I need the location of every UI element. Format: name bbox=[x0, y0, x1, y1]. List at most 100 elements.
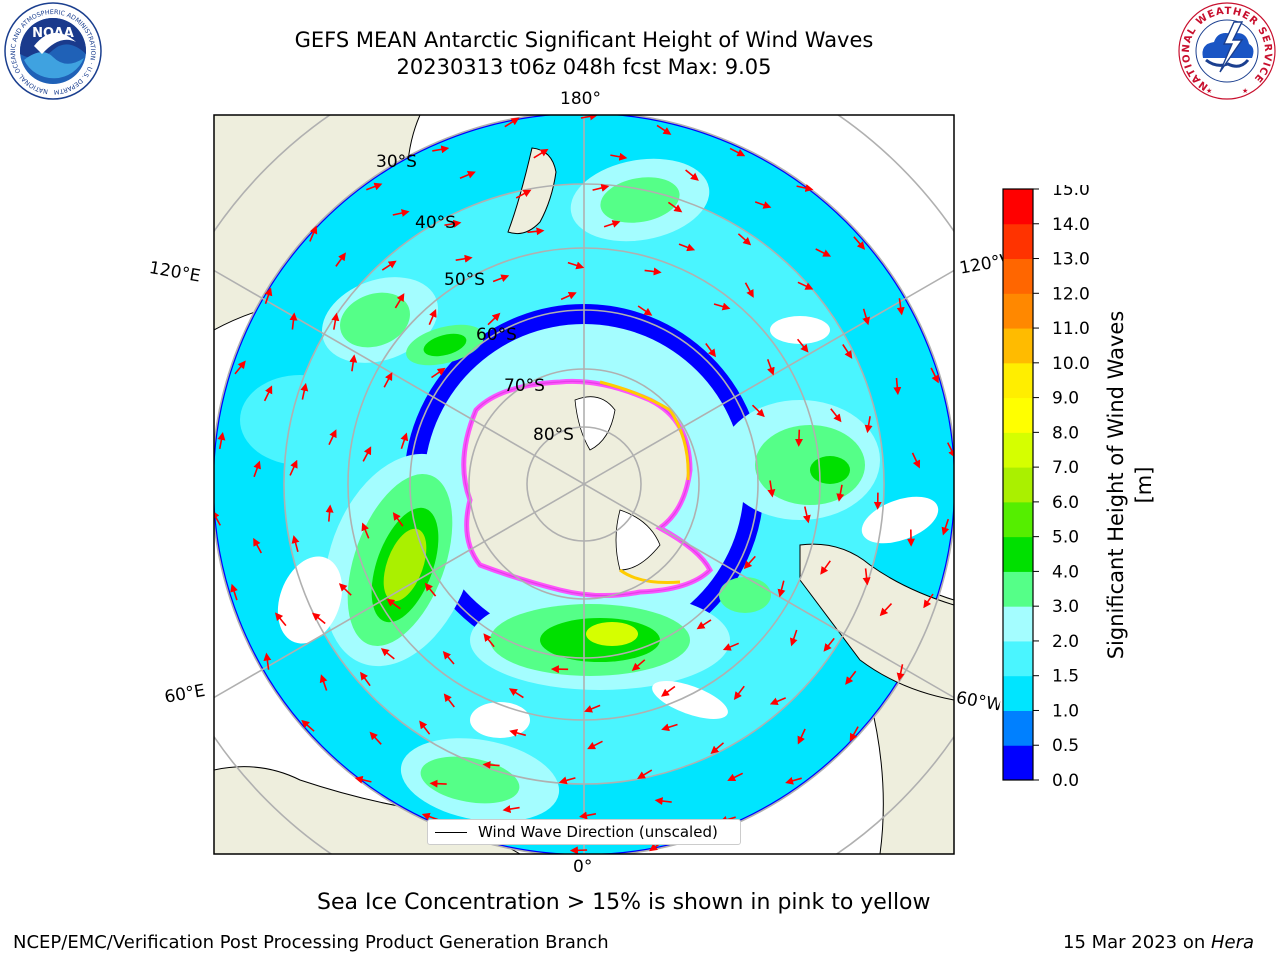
wave-direction-arrow bbox=[941, 518, 950, 536]
legend-line-swatch bbox=[435, 832, 467, 833]
wave-direction-arrow bbox=[263, 385, 273, 402]
wave-direction-arrow bbox=[796, 184, 814, 192]
wave-direction-arrow bbox=[331, 312, 340, 330]
wave-direction-arrow bbox=[733, 685, 745, 700]
wave-direction-arrow bbox=[802, 506, 811, 524]
wave-direction-arrow bbox=[319, 674, 328, 691]
colorbar-label: Significant Height of Wind Waves [m] bbox=[1104, 310, 1156, 660]
map-area bbox=[214, 115, 954, 854]
colorbar-band bbox=[1003, 467, 1033, 503]
wave-direction-arrow bbox=[366, 182, 383, 191]
wave-direction-arrow bbox=[392, 512, 404, 527]
wave-direction-arrow bbox=[797, 728, 806, 745]
chart-title: GEFS MEAN Antarctic Significant Height o… bbox=[294, 28, 874, 52]
sea-ice-high-concentration bbox=[599, 380, 690, 481]
colorbar-band bbox=[1003, 432, 1033, 468]
chart-subtitle: 20230313 t06z 048h fcst Max: 9.05 bbox=[396, 55, 772, 79]
wave-direction-arrow bbox=[394, 293, 405, 309]
weddell-ice-shelf bbox=[615, 509, 661, 571]
wave-direction-arrow bbox=[354, 775, 372, 784]
footer-host: Hera bbox=[1210, 932, 1255, 953]
wave-direction-arrow bbox=[923, 593, 934, 609]
wave-height-area bbox=[755, 425, 865, 505]
wave-height-area bbox=[340, 292, 410, 348]
colorbar-band bbox=[1003, 675, 1033, 711]
noaa-logo: NATIONAL OCEANIC AND ATMOSPHERIC ADMINIS… bbox=[2, 2, 102, 100]
wave-direction-arrow bbox=[504, 117, 520, 128]
wave-direction-arrow bbox=[896, 664, 905, 682]
wave-direction-arrow bbox=[654, 797, 672, 806]
wave-direction-arrow bbox=[311, 612, 326, 625]
svg-text:★: ★ bbox=[1242, 87, 1248, 95]
colorbar-tick-label: 8.0 bbox=[1052, 423, 1079, 443]
wave-direction-arrow bbox=[483, 633, 495, 648]
wave-direction-arrow bbox=[849, 726, 859, 742]
wave-direction-arrow bbox=[678, 243, 696, 252]
wave-direction-arrow bbox=[946, 442, 954, 458]
wave-direction-arrow bbox=[743, 555, 756, 570]
no-wave-area bbox=[652, 681, 728, 719]
nws-logo: NATIONAL WEATHER SERVICE ★ ★ bbox=[1178, 2, 1276, 100]
wave-direction-arrow bbox=[592, 184, 610, 192]
lat-label-30s: 30°S bbox=[376, 152, 417, 172]
map-frame bbox=[213, 114, 955, 855]
colorbar-band bbox=[1003, 258, 1033, 294]
wave-direction-arrow bbox=[527, 227, 545, 236]
colorbar-band bbox=[1003, 397, 1033, 433]
wave-direction-arrow bbox=[727, 772, 744, 781]
wave-direction-arrow bbox=[631, 659, 646, 671]
wave-direction-arrow bbox=[767, 480, 776, 498]
wave-direction-arrow bbox=[291, 535, 300, 553]
colorbar-band bbox=[1003, 640, 1033, 677]
wave-direction-arrow bbox=[567, 261, 585, 270]
wave-direction-arrow bbox=[836, 484, 845, 502]
no-wave-area bbox=[770, 316, 830, 344]
colorbar: 0.0 0.5 1.0 1.5 2.0 3.0 4.0 5.0 6.0 7.0 8.0 9.0 10.0… bbox=[1002, 185, 1090, 790]
wave-direction-arrow bbox=[482, 760, 500, 769]
wave-direction-arrow bbox=[610, 152, 628, 161]
wave-direction-arrow bbox=[862, 568, 871, 586]
wave-direction-arrow bbox=[729, 147, 746, 157]
wave-direction-arrow bbox=[400, 432, 409, 450]
wave-direction-arrow bbox=[815, 248, 832, 257]
wave-direction-arrow bbox=[360, 671, 371, 687]
wave-direction-arrow bbox=[289, 459, 298, 476]
colorbar-tick-label: 1.0 bbox=[1052, 701, 1079, 721]
colorbar-tick-label: 2.0 bbox=[1052, 632, 1079, 652]
wave-direction-arrow bbox=[661, 723, 678, 732]
wave-direction-arrow bbox=[777, 580, 786, 598]
wave-direction-arrow bbox=[509, 729, 527, 737]
wave-direction-arrow bbox=[264, 287, 273, 304]
colorbar-tick-label: 1.5 bbox=[1052, 667, 1079, 687]
wave-direction-arrow bbox=[785, 776, 802, 785]
lon-label-0: 0° bbox=[573, 857, 593, 877]
wave-height-area bbox=[423, 333, 467, 357]
wave-direction-arrow bbox=[930, 367, 939, 384]
wave-direction-arrow bbox=[587, 740, 603, 750]
wave-direction-arrow bbox=[661, 685, 676, 697]
wave-direction-arrow bbox=[685, 169, 699, 181]
wave-direction-arrow bbox=[820, 560, 831, 575]
colorbar-tick-label: 9.0 bbox=[1052, 389, 1079, 409]
wave-direction-arrow bbox=[335, 252, 346, 267]
colorbar-tick-label: 5.0 bbox=[1052, 528, 1079, 548]
svg-text:★: ★ bbox=[1206, 87, 1212, 95]
footer-date: 15 Mar 2023 on Hera bbox=[1063, 932, 1254, 953]
wave-direction-arrow bbox=[459, 171, 476, 179]
footer-credit: NCEP/EMC/Verification Post Processing Pr… bbox=[13, 932, 609, 953]
wave-direction-arrow bbox=[893, 377, 902, 396]
no-wave-area bbox=[470, 702, 530, 738]
wave-direction-arrow bbox=[230, 583, 238, 601]
lat-label-70s: 70°S bbox=[504, 376, 545, 396]
wave-direction-arrow bbox=[421, 812, 439, 821]
wave-direction-arrow bbox=[558, 776, 576, 785]
colorbar-tick-label: 4.0 bbox=[1052, 562, 1079, 582]
wave-direction-arrow bbox=[217, 431, 226, 450]
colorbar-band bbox=[1003, 710, 1033, 746]
wave-direction-arrow bbox=[766, 359, 775, 376]
wave-direction-arrow bbox=[656, 124, 672, 135]
colorbar-tick-label: 14.0 bbox=[1052, 215, 1090, 235]
wave-direction-arrow bbox=[911, 452, 921, 469]
wave-direction-arrows bbox=[214, 115, 954, 854]
colorbar-tick-label: 15.0 bbox=[1052, 185, 1090, 200]
